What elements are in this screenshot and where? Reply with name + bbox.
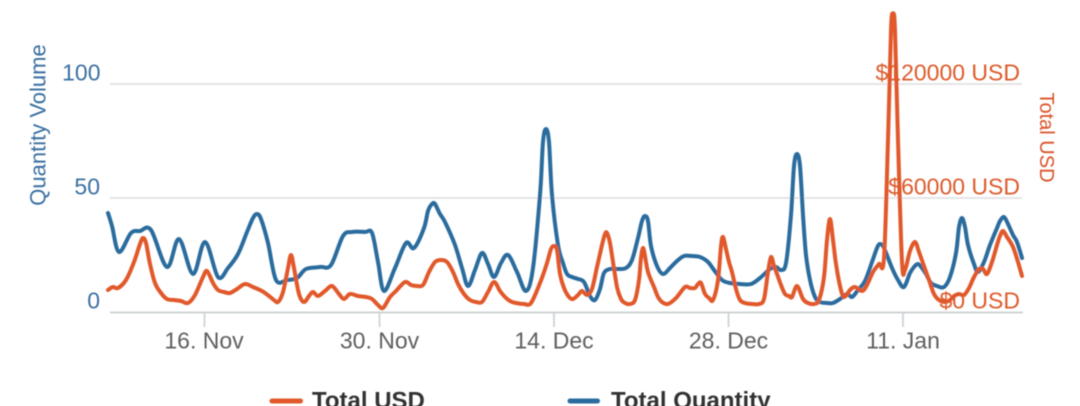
svg-text:11. Jan: 11. Jan — [866, 328, 940, 354]
svg-text:Quantity Volume: Quantity Volume — [26, 44, 51, 205]
svg-text:0: 0 — [87, 287, 100, 313]
svg-text:30. Nov: 30. Nov — [340, 328, 420, 354]
svg-text:28. Dec: 28. Dec — [689, 328, 768, 354]
svg-text:Total USD: Total USD — [1035, 92, 1057, 182]
svg-text:$0 USD: $0 USD — [939, 287, 1020, 313]
svg-text:14. Dec: 14. Dec — [514, 328, 593, 354]
svg-text:Total Quantity: Total Quantity — [611, 388, 771, 406]
svg-text:50: 50 — [74, 174, 100, 200]
svg-text:$120000 USD: $120000 USD — [876, 59, 1021, 85]
svg-text:Total USD: Total USD — [312, 388, 425, 406]
svg-text:100: 100 — [62, 59, 100, 85]
svg-text:16. Nov: 16. Nov — [164, 328, 244, 354]
svg-text:$60000 USD: $60000 USD — [888, 174, 1020, 200]
